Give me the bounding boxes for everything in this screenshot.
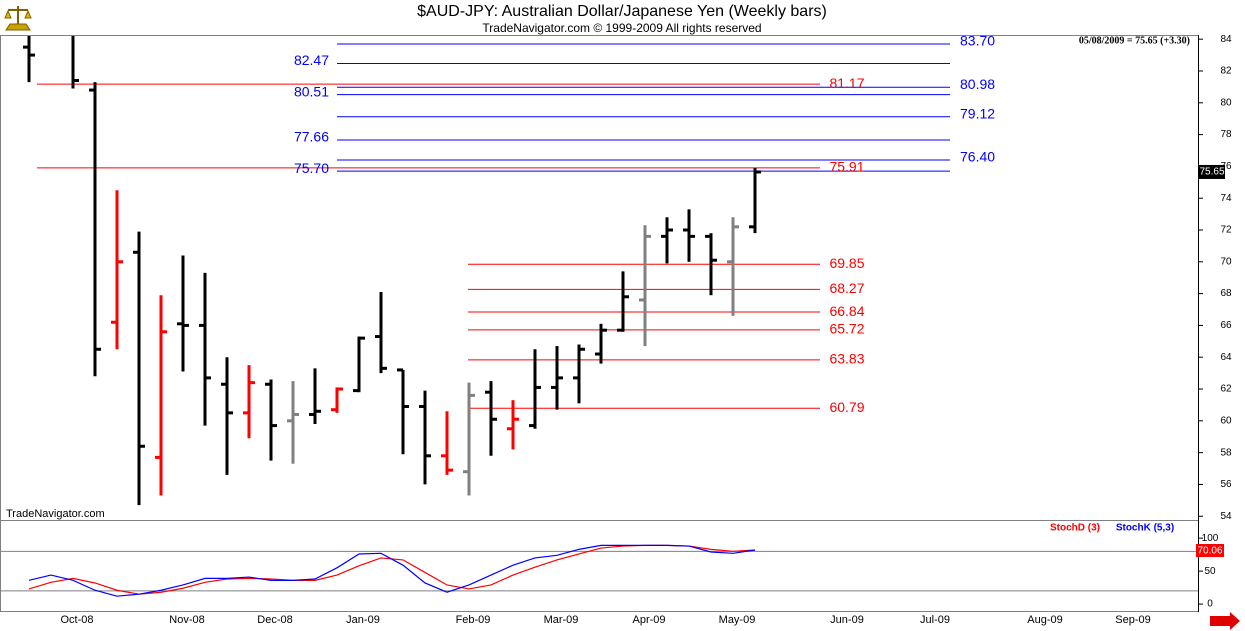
- x-tick-label: Mar-09: [544, 614, 579, 626]
- last-price-box: [1199, 164, 1225, 179]
- x-tick-label: Jun-09: [830, 614, 864, 626]
- y-tick-label: 68: [1220, 288, 1232, 299]
- y-tick-label: 0: [1207, 599, 1213, 610]
- legend-entry: StochK (5,3): [1116, 523, 1174, 534]
- x-tick-label: Jul-09: [920, 614, 950, 626]
- x-tick-label: Jan-09: [346, 614, 380, 626]
- level-label: 80.51: [294, 83, 329, 99]
- x-tick-label: Feb-09: [456, 614, 491, 626]
- level-label: 63.83: [829, 351, 864, 367]
- level-label: 81.17: [829, 75, 864, 91]
- y-tick-label: 60: [1220, 415, 1232, 426]
- level-label: 80.98: [960, 76, 995, 92]
- y-tick-label: 84: [1220, 34, 1232, 45]
- stoch-readout: 70.06: [1197, 546, 1222, 557]
- y-tick-label: 50: [1204, 566, 1216, 577]
- y-tick-label: 70: [1220, 256, 1232, 267]
- x-tick-label: Nov-08: [169, 614, 204, 626]
- y-tick-label: 74: [1220, 193, 1232, 204]
- x-tick-label: Oct-08: [60, 614, 93, 626]
- y-tick-label: 66: [1220, 320, 1232, 331]
- legend-entry: StochD (3): [1050, 523, 1100, 534]
- y-tick-label: 72: [1220, 225, 1232, 236]
- chart-subtitle: TradeNavigator.com © 1999-2009 All right…: [482, 21, 761, 35]
- scroll-arrow[interactable]: [1210, 612, 1240, 630]
- y-tick-label: 64: [1220, 352, 1232, 363]
- level-label: 65.72: [829, 321, 864, 337]
- watermark: TradeNavigator.com: [6, 508, 105, 520]
- level-label: 77.66: [294, 129, 329, 145]
- level-label: 79.12: [960, 105, 995, 121]
- level-label: 76.40: [960, 149, 995, 165]
- y-tick-label: 58: [1220, 447, 1232, 458]
- y-tick-label: 80: [1220, 97, 1232, 108]
- y-tick-label: 56: [1220, 479, 1232, 490]
- level-label: 75.70: [294, 160, 329, 176]
- x-tick-label: Dec-08: [257, 614, 292, 626]
- logo: [4, 6, 32, 31]
- y-tick-label: 62: [1220, 384, 1232, 395]
- x-tick-label: Aug-09: [1027, 614, 1062, 626]
- x-tick-label: Sep-09: [1115, 614, 1150, 626]
- level-label: 68.27: [829, 280, 864, 296]
- last-price-label: 75.65: [1199, 167, 1224, 178]
- level-label: 66.84: [829, 303, 864, 319]
- price-plot: [23, 36, 950, 506]
- y-tick-label: 82: [1220, 66, 1232, 77]
- x-tick-label: Apr-09: [632, 614, 665, 626]
- price-readout: 05/08/2009 = 75.65 (+3.30): [1079, 35, 1190, 46]
- level-label: 83.70: [960, 33, 995, 49]
- level-label: 69.85: [829, 255, 864, 271]
- y-tick-label: 100: [1202, 533, 1219, 544]
- stoch-line: [28, 544, 756, 597]
- chart-title: $AUD-JPY: Australian Dollar/Japanese Yen…: [417, 3, 827, 20]
- x-tick-label: May-09: [719, 614, 756, 626]
- level-label: 60.79: [829, 399, 864, 415]
- y-tick-label: 76: [1220, 161, 1232, 172]
- y-tick-label: 54: [1220, 511, 1232, 522]
- level-label: 75.91: [829, 159, 864, 175]
- y-tick-label: 78: [1220, 129, 1232, 140]
- level-label: 82.47: [294, 52, 329, 68]
- stoch-readout-box: [1196, 544, 1224, 557]
